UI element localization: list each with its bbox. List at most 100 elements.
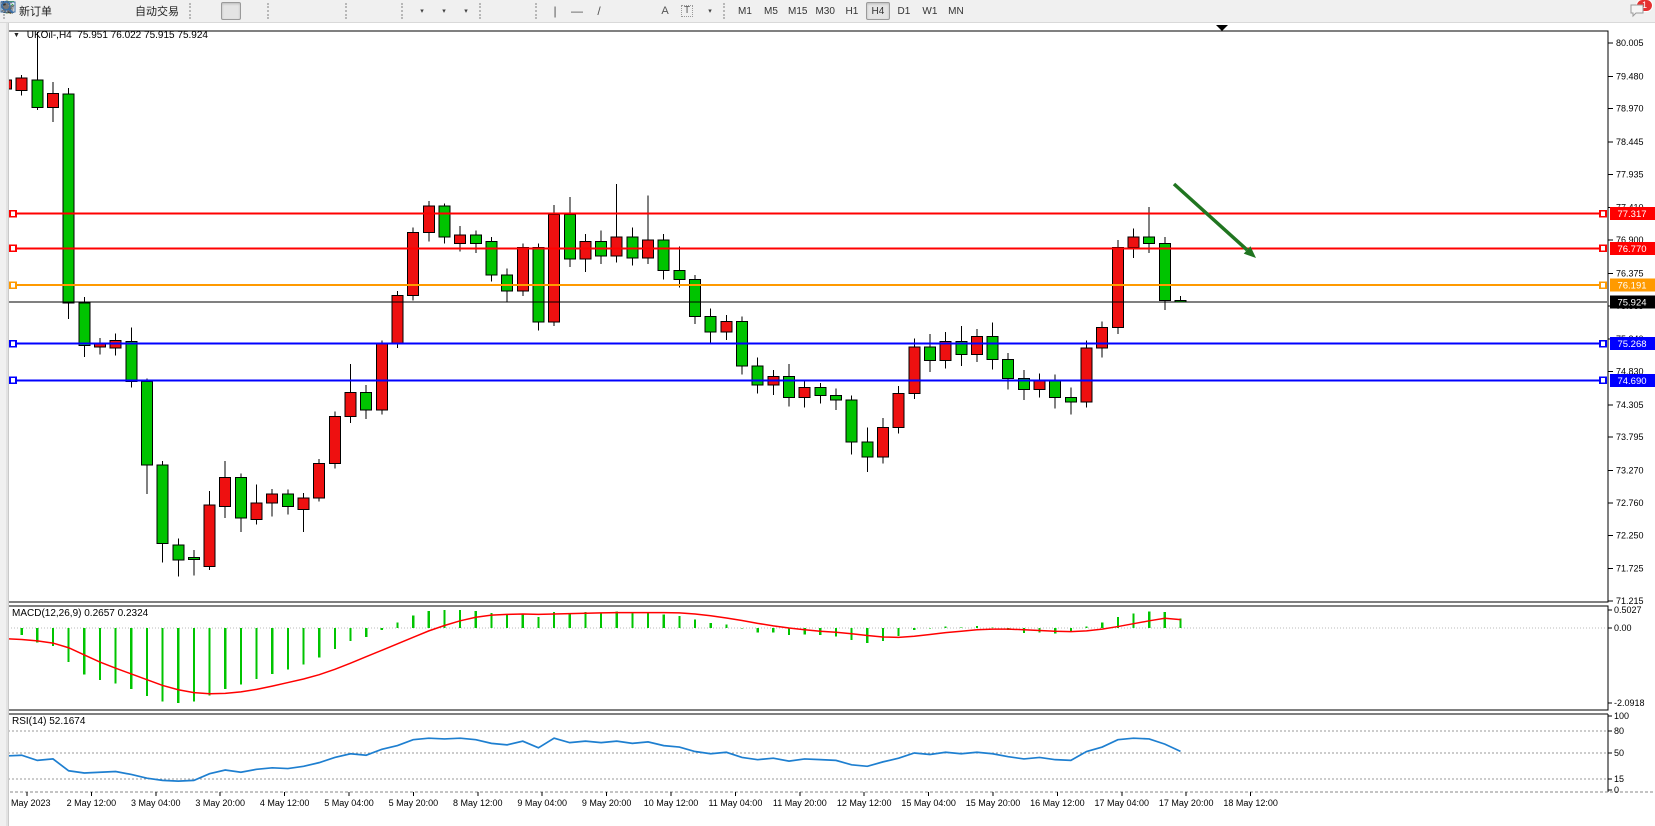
timeframe-mn-button[interactable]: MN xyxy=(948,5,964,17)
price-axis[interactable]: 80.00579.48078.97078.44577.93577.41076.9… xyxy=(1608,38,1655,606)
line-handle[interactable] xyxy=(1599,376,1607,385)
toolbar-group-separator xyxy=(723,3,729,19)
diamond-icon[interactable] xyxy=(0,0,80,20)
candle xyxy=(46,92,59,108)
timeframe-m15-button[interactable]: M15 xyxy=(788,5,808,17)
signal-icon[interactable] xyxy=(0,0,124,20)
candle xyxy=(9,79,12,90)
svg-text:11 May 20:00: 11 May 20:00 xyxy=(773,798,827,808)
candle xyxy=(422,205,435,233)
price-badge: 75.924 xyxy=(1610,295,1655,309)
candle xyxy=(454,234,467,244)
svg-text:9 May 20:00: 9 May 20:00 xyxy=(582,798,632,808)
channel-icon[interactable]: E xyxy=(1,2,631,20)
candle xyxy=(657,239,670,272)
line-handle[interactable] xyxy=(9,244,17,253)
svg-text:75.924: 75.924 xyxy=(1617,298,1646,309)
arrows-button[interactable]: ▾ xyxy=(1,1,719,20)
zoom-in-icon[interactable] xyxy=(0,0,297,20)
candle xyxy=(1127,236,1140,249)
chart-shift-marker[interactable] xyxy=(1216,25,1228,31)
autotrading-label: 自动交易 xyxy=(135,6,179,18)
candle xyxy=(798,386,811,399)
timeframe-h1-button[interactable]: H1 xyxy=(845,5,859,17)
svg-text:10 May 12:00: 10 May 12:00 xyxy=(644,798,699,808)
trend-arrow-annotation[interactable] xyxy=(1172,182,1256,258)
timeframe-h4-button[interactable]: H4 xyxy=(865,2,890,20)
line-chart-icon[interactable] xyxy=(0,2,263,20)
chevron-down-icon: ▾ xyxy=(420,8,424,15)
candle xyxy=(1064,397,1077,403)
svg-text:15 May 04:00: 15 May 04:00 xyxy=(901,798,956,808)
svg-text:9 May 04:00: 9 May 04:00 xyxy=(517,798,567,808)
candle xyxy=(187,557,200,560)
chevron-down-icon: ▾ xyxy=(708,8,712,15)
line-handle[interactable] xyxy=(1599,339,1607,348)
line-handle[interactable] xyxy=(9,209,17,218)
candle xyxy=(78,302,91,346)
text-icon[interactable]: A xyxy=(661,4,669,17)
price-badge: 76.191 xyxy=(1610,278,1655,292)
svg-text:2 May 12:00: 2 May 12:00 xyxy=(67,798,117,808)
candle xyxy=(266,493,279,504)
one-click-trading-arrow-icon[interactable]: ▼ xyxy=(13,32,20,39)
svg-text:76.770: 76.770 xyxy=(1617,244,1646,255)
chart-shift-icon[interactable] xyxy=(2,2,397,20)
line-handle[interactable] xyxy=(1599,209,1607,218)
toolbar: 新订单 自动交易 xyxy=(0,0,1655,23)
timeframe-d1-button[interactable]: D1 xyxy=(897,5,911,17)
timeframe-m1-button[interactable]: M1 xyxy=(738,5,752,17)
new-order-button[interactable]: 新订单 xyxy=(19,6,52,18)
indicator-axes: 0.5027 0.00 -2.0918 100 80 50 150 xyxy=(1608,605,1645,795)
auto-scroll-icon[interactable] xyxy=(1,2,375,20)
svg-text:75.268: 75.268 xyxy=(1617,339,1646,350)
search-icon[interactable] xyxy=(1,1,1626,20)
autotrading-button[interactable]: 自动交易 xyxy=(1,2,185,20)
candle xyxy=(344,391,357,418)
trendline-icon[interactable]: / xyxy=(597,4,601,18)
add-chart-button[interactable]: ▾ xyxy=(0,1,431,20)
templates-button[interactable]: ▾ xyxy=(0,1,475,20)
fibonacci-icon[interactable]: F xyxy=(1,2,653,20)
text-label-icon[interactable]: T xyxy=(677,2,697,20)
data-window-icon[interactable] xyxy=(0,1,102,20)
bar-chart-icon[interactable] xyxy=(2,2,219,20)
candle xyxy=(156,464,169,545)
svg-text:8 May 12:00: 8 May 12:00 xyxy=(453,798,503,808)
svg-text:17 May 20:00: 17 May 20:00 xyxy=(1159,798,1214,808)
price-badge: 76.770 xyxy=(1610,241,1655,255)
timeframes-clock-button[interactable]: ▾ xyxy=(0,0,453,20)
candle xyxy=(751,365,764,386)
line-handle[interactable] xyxy=(9,281,17,289)
svg-text:72.250: 72.250 xyxy=(1616,530,1644,540)
crosshair-icon[interactable] xyxy=(1,1,531,20)
candle xyxy=(892,393,905,428)
candle xyxy=(908,346,921,395)
line-handle[interactable] xyxy=(1599,244,1607,253)
candle xyxy=(579,240,592,260)
candle xyxy=(140,381,153,466)
notifications-button[interactable]: 1 xyxy=(1628,0,1653,20)
line-handle[interactable] xyxy=(1599,281,1607,289)
candle xyxy=(31,79,44,108)
price-badge: 74.690 xyxy=(1610,373,1655,387)
svg-text:15: 15 xyxy=(1614,774,1624,784)
candle xyxy=(203,504,216,567)
svg-text:17 May 04:00: 17 May 04:00 xyxy=(1095,798,1150,808)
time-axis[interactable]: 1 May 2023 2 May 12:00 3 May 04:00 3 May 20… xyxy=(3,792,1278,808)
timeframe-m30-button[interactable]: M30 xyxy=(815,5,835,17)
timeframe-m5-button[interactable]: M5 xyxy=(764,5,778,17)
vertical-line-icon[interactable]: | xyxy=(553,4,557,18)
line-handle[interactable] xyxy=(9,376,17,385)
tile-windows-icon[interactable] xyxy=(1,1,341,20)
line-handle[interactable] xyxy=(9,339,17,348)
horizontal-line-icon[interactable]: — xyxy=(571,4,583,18)
candle xyxy=(250,502,263,520)
svg-text:1 May 2023: 1 May 2023 xyxy=(3,798,50,808)
zoom-out-icon[interactable] xyxy=(0,0,319,20)
candlestick-chart-icon[interactable] xyxy=(1,1,241,20)
chart-ohlc-values: 75.951 76.022 75.915 75.924 xyxy=(77,30,208,41)
timeframe-w1-button[interactable]: W1 xyxy=(922,5,938,17)
cursor-icon[interactable] xyxy=(3,1,509,20)
